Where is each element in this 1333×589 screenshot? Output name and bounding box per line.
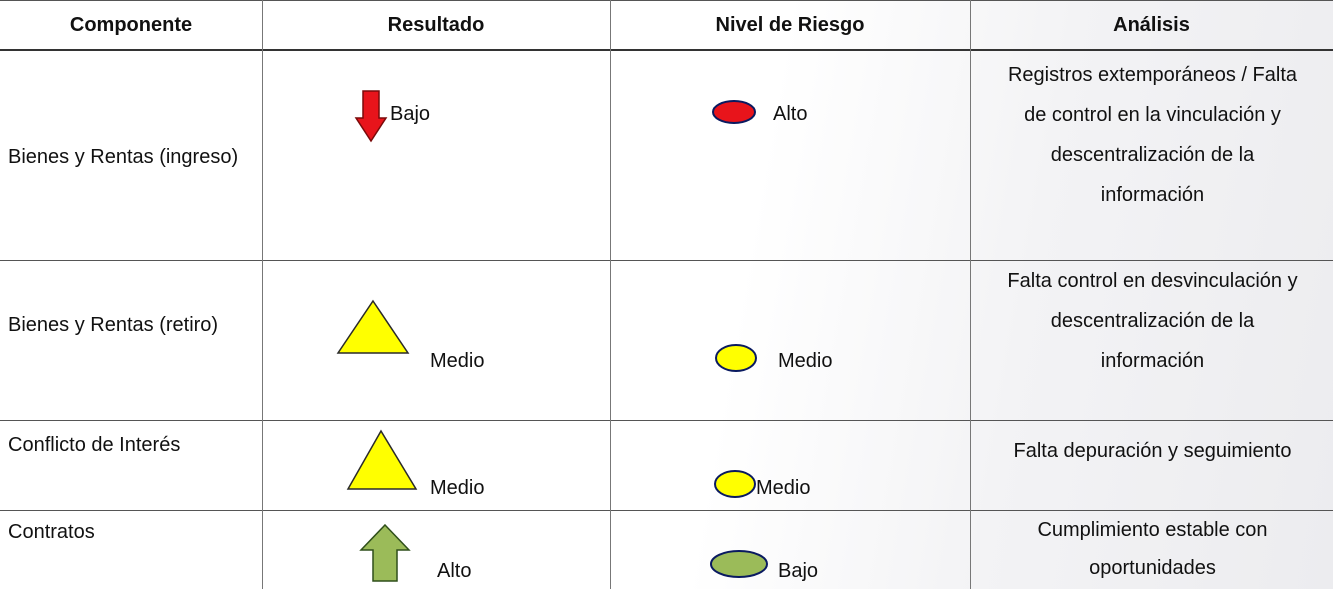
- risk-ellipse-icon: [712, 100, 756, 124]
- risk-ellipse-icon: [715, 344, 757, 372]
- component-cell: Contratos: [8, 521, 95, 543]
- result-text: Medio: [430, 477, 485, 499]
- header-border: [0, 49, 1333, 51]
- result-text: Medio: [430, 350, 485, 372]
- header-cell: Componente: [69, 14, 193, 36]
- risk-text: Alto: [773, 103, 808, 125]
- risk-text: Medio: [756, 477, 811, 499]
- analysis-cell: Falta control en desvinculación y descen…: [1007, 270, 1298, 372]
- analysis-cell: Cumplimiento estable con oportunidades: [1037, 519, 1268, 579]
- down-arrow-icon: [354, 90, 388, 143]
- header-cell: Resultado: [387, 14, 485, 36]
- header-cell: Nivel de Riesgo: [715, 14, 865, 36]
- row-border: [0, 510, 1333, 511]
- risk-text: Bajo: [778, 560, 819, 582]
- result-text: Alto: [437, 560, 472, 582]
- component-cell: Bienes y Rentas (retiro): [8, 314, 219, 336]
- column-border: [970, 0, 971, 589]
- risk-ellipse-icon: [710, 550, 768, 578]
- risk-text: Medio: [778, 350, 833, 372]
- row-border: [0, 420, 1333, 421]
- risk-ellipse-icon: [714, 470, 756, 498]
- header-cell: Análisis: [1113, 14, 1190, 36]
- component-cell: Conflicto de Interés: [8, 434, 181, 456]
- row-border: [0, 260, 1333, 261]
- column-border: [262, 0, 263, 589]
- analysis-cell: Registros extemporáneos / Falta de contr…: [1007, 64, 1298, 206]
- analysis-cell: Falta depuración y seguimiento: [1013, 440, 1292, 462]
- column-border: [610, 0, 611, 589]
- triangle-icon: [346, 429, 418, 490]
- up-arrow-icon: [359, 523, 411, 582]
- triangle-icon: [336, 299, 410, 354]
- component-cell: Bienes y Rentas (ingreso): [8, 146, 239, 168]
- row-border: [0, 0, 1333, 1]
- result-text: Bajo: [390, 103, 431, 125]
